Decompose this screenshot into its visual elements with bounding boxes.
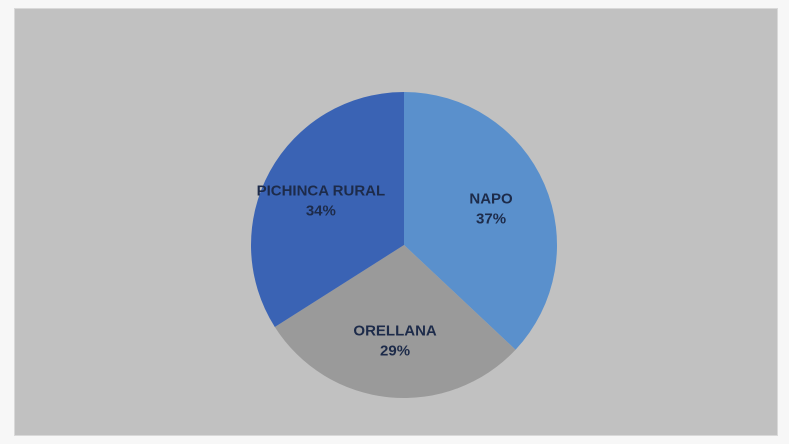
slice-percent-label: 37% — [476, 210, 506, 227]
pie-slice-orellana — [274, 245, 516, 399]
slice-label: PICHINCA RURAL — [257, 182, 386, 199]
slice-label: ORELLANA — [353, 322, 436, 339]
pie-labels: NAPO 37% ORELLANA 29% PICHINCA RURAL 34% — [257, 182, 513, 359]
pie-slice-pichinca-rural — [251, 91, 404, 327]
pie-slice-napo — [404, 92, 558, 350]
slice-label: NAPO — [469, 190, 513, 207]
pie-slices — [251, 91, 558, 399]
slice-percent-label: 34% — [306, 202, 336, 219]
slice-percent-label: 29% — [380, 342, 410, 359]
